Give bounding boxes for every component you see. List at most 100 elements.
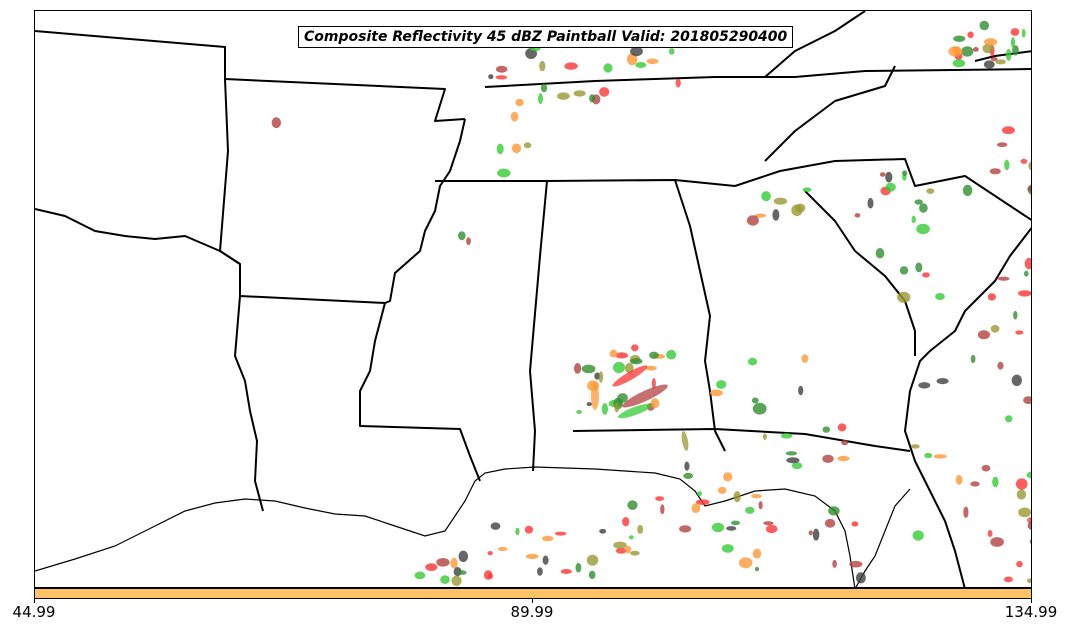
paint-cell [515, 98, 524, 107]
paint-cell [458, 550, 469, 562]
paint-cell [875, 248, 885, 259]
paint-cell [745, 506, 755, 514]
paint-cell [987, 530, 993, 537]
paint-cell [983, 60, 995, 69]
paint-cell [451, 575, 462, 586]
paint-cell [615, 352, 628, 359]
paint-cell [496, 65, 508, 73]
paint-cell [763, 521, 774, 526]
paint-cell [637, 524, 644, 534]
paint-cell [497, 168, 511, 178]
paint-cell [1027, 185, 1031, 192]
paint-cell [992, 476, 999, 488]
paint-cell [635, 62, 647, 68]
map-canvas [35, 11, 1031, 587]
paint-cell [1001, 126, 1015, 135]
paint-cell [675, 78, 681, 88]
paint-cell [911, 215, 916, 224]
paint-cell [984, 38, 998, 46]
paint-cell [557, 92, 570, 100]
paint-cell [1015, 330, 1024, 335]
paint-cell [723, 472, 733, 482]
paint-cell [851, 521, 859, 527]
paint-cell [668, 48, 675, 55]
paint-cell [990, 57, 998, 61]
paint-cell [271, 117, 281, 129]
paint-cell [1016, 489, 1027, 500]
paint-cell [962, 184, 973, 196]
paint-cell [837, 423, 847, 432]
paint-cell [973, 47, 979, 52]
paint-streak [622, 384, 668, 408]
paint-cell [1015, 478, 1028, 490]
paint-cell [560, 569, 572, 574]
paint-cell [1005, 415, 1013, 423]
paint-cell [791, 462, 803, 470]
paint-cell [625, 545, 632, 554]
paint-cell [808, 530, 813, 536]
paint-cell [915, 262, 923, 273]
paint-cell [617, 393, 628, 403]
paint-cell [924, 452, 933, 459]
paint-cell [628, 535, 634, 540]
paint-cell [524, 525, 534, 534]
paint-cell [573, 90, 586, 97]
paint-cell [812, 528, 820, 541]
paint-cell [936, 378, 949, 385]
paint-cell [801, 354, 809, 363]
paint-cell [1026, 578, 1031, 584]
paint-cell [1028, 161, 1031, 171]
paint-cell [824, 518, 836, 528]
paint-cell [564, 62, 578, 70]
paint-cell [990, 537, 1004, 547]
paint-cell [515, 527, 520, 536]
paint-cell [466, 237, 471, 246]
paint-cell [916, 223, 930, 235]
paint-cell [879, 172, 886, 177]
paint-cell [761, 191, 771, 202]
paint-cell [832, 559, 837, 568]
paint-cell [970, 354, 976, 364]
paint-cell [1012, 45, 1019, 56]
paint-cell [586, 402, 593, 407]
paint-cell [970, 481, 980, 487]
paint-cell [497, 546, 508, 552]
paint-cell [495, 75, 508, 80]
paint-cell [1004, 159, 1010, 171]
paint-cell [651, 378, 656, 389]
paint-cell [554, 531, 567, 536]
paint-cell [766, 524, 778, 534]
paint-cell [425, 563, 438, 571]
paint-cell [711, 522, 725, 533]
paint-cell [631, 344, 639, 352]
paint-cell [885, 182, 896, 192]
paint-cell [751, 494, 762, 499]
paint-cell [586, 554, 599, 566]
paint-streak [612, 365, 648, 387]
paint-cell [538, 93, 543, 105]
paint-cell [967, 31, 974, 39]
paint-cell [798, 385, 804, 396]
paint-cell [989, 168, 1001, 175]
paint-cell [581, 364, 596, 374]
map-title: Composite Reflectivity 45 dBZ Paintball … [298, 26, 794, 48]
paint-cell [696, 499, 710, 505]
paint-cell [752, 548, 762, 559]
paint-cell [926, 188, 935, 194]
paint-cell [910, 444, 920, 449]
paint-cell [841, 439, 849, 446]
paint-cell [1023, 396, 1031, 404]
paint-cell [855, 572, 866, 584]
paint-cell [772, 209, 780, 221]
paint-cell [598, 371, 604, 383]
paint-cell [615, 547, 627, 554]
paint-cell [649, 351, 659, 359]
paint-cell [902, 170, 908, 177]
paint-cell [488, 74, 494, 80]
paint-cell [791, 204, 803, 217]
paint-cell [716, 380, 727, 389]
paint-streak [618, 403, 652, 419]
paint-cell [738, 557, 753, 569]
colorbar-tick-mark-right [1031, 599, 1032, 603]
paint-cell [1003, 576, 1013, 583]
